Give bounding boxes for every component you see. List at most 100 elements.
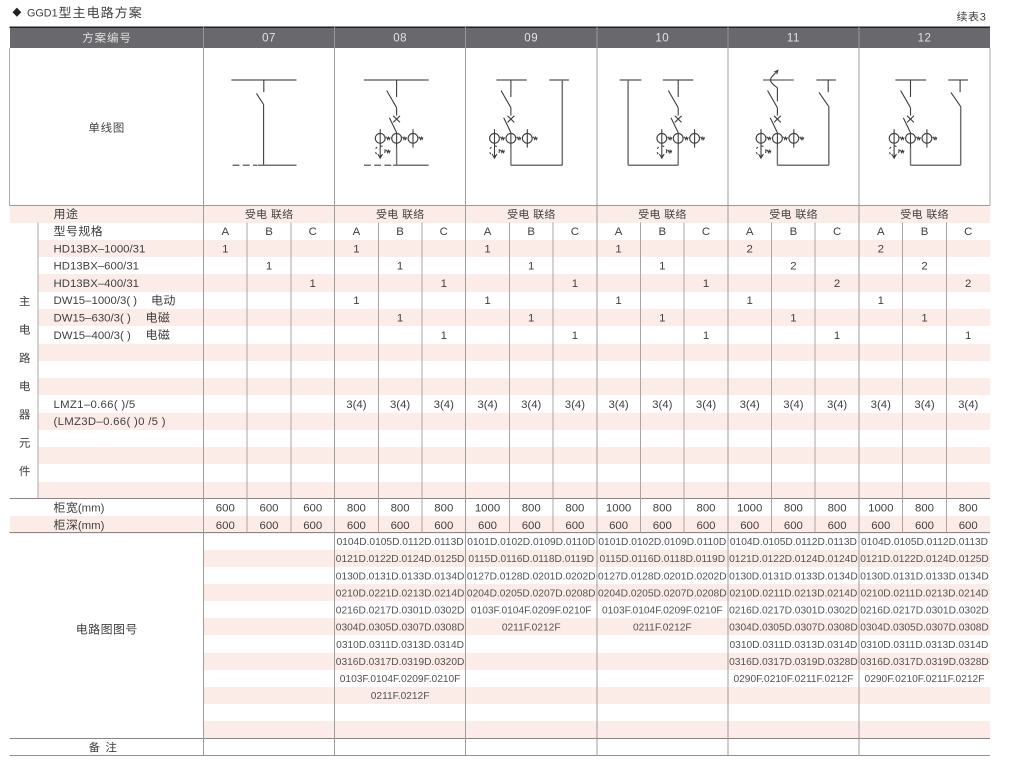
svg-text:0310D.0311D.0313D.0314D: 0310D.0311D.0313D.0314D <box>861 640 989 651</box>
svg-text:0204D.0205D.0207D.0208D: 0204D.0205D.0207D.0208D <box>598 588 727 599</box>
svg-text:0103F.0104F.0209F.0210F: 0103F.0104F.0209F.0210F <box>602 606 723 617</box>
svg-text:0121D.0122D.0124D.0124D: 0121D.0122D.0124D.0124D <box>729 554 858 565</box>
svg-text:DW15–630/3( ): DW15–630/3( ) <box>54 313 131 325</box>
svg-text:HD13BX–600/31: HD13BX–600/31 <box>54 261 140 273</box>
svg-text:0316D.0317D.0319D.0328D: 0316D.0317D.0319D.0328D <box>729 657 858 668</box>
svg-text:800: 800 <box>653 503 672 515</box>
svg-text:1: 1 <box>615 243 621 255</box>
svg-text:0127D.0128D.0201D.0202D: 0127D.0128D.0201D.0202D <box>467 571 596 582</box>
svg-text:3(4): 3(4) <box>521 399 541 411</box>
svg-text:600: 600 <box>303 503 322 515</box>
svg-text:1: 1 <box>921 313 927 325</box>
svg-text:800: 800 <box>434 503 453 515</box>
svg-text:C: C <box>571 226 579 238</box>
svg-text:600: 600 <box>347 520 366 532</box>
svg-text:3(4): 3(4) <box>565 399 585 411</box>
svg-text:(mm): (mm) <box>78 520 105 532</box>
svg-text:1000: 1000 <box>868 503 893 515</box>
svg-text:1000: 1000 <box>475 503 500 515</box>
svg-text:800: 800 <box>565 503 584 515</box>
svg-text:0216D.0217D.0301D.0302D: 0216D.0217D.0301D.0302D <box>729 606 858 617</box>
svg-text:0211F.0212F: 0211F.0212F <box>633 623 692 634</box>
svg-text:2: 2 <box>790 261 796 273</box>
svg-text:A: A <box>746 226 754 238</box>
svg-text:3(4): 3(4) <box>608 399 628 411</box>
svg-text:0104D.0105D.0112D.0113D: 0104D.0105D.0112D.0113D <box>730 537 857 548</box>
svg-text:3(4): 3(4) <box>958 399 978 411</box>
svg-text:0290F.0210F.0211F.0212F: 0290F.0210F.0211F.0212F <box>733 674 853 685</box>
svg-text:A: A <box>615 226 623 238</box>
svg-text:0103F.0104F.0209F.0210F: 0103F.0104F.0209F.0210F <box>471 606 592 617</box>
svg-text:1: 1 <box>703 330 709 342</box>
svg-text:600: 600 <box>303 520 322 532</box>
svg-text:3(4): 3(4) <box>346 399 366 411</box>
svg-text:0304D.0305D.0307D.0308D: 0304D.0305D.0307D.0308D <box>729 623 858 634</box>
svg-text:1: 1 <box>528 261 534 273</box>
svg-text:C: C <box>309 226 317 238</box>
svg-text:0130D.0131D.0133D.0134D: 0130D.0131D.0133D.0134D <box>860 571 989 582</box>
svg-text:10: 10 <box>655 33 669 45</box>
svg-text:08: 08 <box>393 33 407 45</box>
svg-text:B: B <box>265 226 273 238</box>
svg-text:1: 1 <box>834 330 840 342</box>
svg-text:600: 600 <box>740 520 759 532</box>
svg-text:600: 600 <box>434 520 453 532</box>
svg-text:0290F.0210F.0211F.0212F: 0290F.0210F.0211F.0212F <box>865 674 985 685</box>
svg-text:(LMZ3D–0.66( )0 /5 ): (LMZ3D–0.66( )0 /5 ) <box>54 416 166 428</box>
svg-text:A: A <box>353 226 361 238</box>
svg-text:HD13BX–400/31: HD13BX–400/31 <box>54 278 140 290</box>
svg-text:1: 1 <box>528 313 534 325</box>
svg-text:1: 1 <box>659 261 665 273</box>
svg-text:800: 800 <box>915 503 934 515</box>
svg-text:3(4): 3(4) <box>696 399 716 411</box>
svg-text:0316D.0317D.0319D.0328D: 0316D.0317D.0319D.0328D <box>860 657 989 668</box>
svg-text:1: 1 <box>615 295 621 307</box>
svg-text:600: 600 <box>959 520 978 532</box>
svg-text:1: 1 <box>266 261 272 273</box>
svg-text:0304D.0305D.0307D.0308D: 0304D.0305D.0307D.0308D <box>336 623 465 634</box>
svg-text:1: 1 <box>397 313 403 325</box>
svg-text:0121D.0122D.0124D.0125D: 0121D.0122D.0124D.0125D <box>860 554 989 565</box>
svg-text:2: 2 <box>834 278 840 290</box>
svg-text:0104D.0105D.0112D.0113D: 0104D.0105D.0112D.0113D <box>861 537 988 548</box>
svg-text:3(4): 3(4) <box>434 399 454 411</box>
svg-text:1: 1 <box>965 330 971 342</box>
svg-text:600: 600 <box>216 520 235 532</box>
svg-text:600: 600 <box>522 520 541 532</box>
svg-text:1: 1 <box>484 295 490 307</box>
svg-text:0210D.0221D.0213D.0214D: 0210D.0221D.0213D.0214D <box>336 588 465 599</box>
svg-text:2: 2 <box>921 261 927 273</box>
svg-text:800: 800 <box>696 503 715 515</box>
svg-text:600: 600 <box>828 520 847 532</box>
svg-text:1: 1 <box>703 278 709 290</box>
svg-text:3(4): 3(4) <box>827 399 847 411</box>
svg-text:0211F.0212F: 0211F.0212F <box>371 691 430 702</box>
svg-text:800: 800 <box>347 503 366 515</box>
svg-text:1: 1 <box>310 278 316 290</box>
svg-text:1: 1 <box>659 313 665 325</box>
svg-text:3(4): 3(4) <box>914 399 934 411</box>
svg-text:DW15–400/3( ): DW15–400/3( ) <box>54 330 131 342</box>
svg-text:800: 800 <box>784 503 803 515</box>
svg-text:C: C <box>702 226 710 238</box>
svg-text:A: A <box>221 226 229 238</box>
svg-text:0121D.0122D.0124D.0125D: 0121D.0122D.0124D.0125D <box>336 554 465 565</box>
svg-text:B: B <box>396 226 404 238</box>
svg-text:0103F.0104F.0209F.0210F: 0103F.0104F.0209F.0210F <box>340 674 461 685</box>
svg-text:1: 1 <box>353 243 359 255</box>
svg-text:0216D.0217D.0301D.0302D: 0216D.0217D.0301D.0302D <box>336 606 465 617</box>
svg-text:2: 2 <box>965 278 971 290</box>
svg-text:C: C <box>964 226 972 238</box>
svg-text:1000: 1000 <box>606 503 631 515</box>
svg-text:12: 12 <box>918 33 932 45</box>
svg-text:600: 600 <box>259 520 278 532</box>
svg-text:0204D.0205D.0207D.0208D: 0204D.0205D.0207D.0208D <box>467 588 596 599</box>
svg-text:B: B <box>790 226 798 238</box>
svg-text:2: 2 <box>747 243 753 255</box>
svg-text:0304D.0305D.0307D.0308D: 0304D.0305D.0307D.0308D <box>860 623 989 634</box>
svg-text:11: 11 <box>787 33 800 45</box>
svg-text:C: C <box>833 226 841 238</box>
svg-text:B: B <box>658 226 666 238</box>
svg-text:3: 3 <box>980 11 986 23</box>
svg-text:HD13BX–1000/31: HD13BX–1000/31 <box>54 243 146 255</box>
